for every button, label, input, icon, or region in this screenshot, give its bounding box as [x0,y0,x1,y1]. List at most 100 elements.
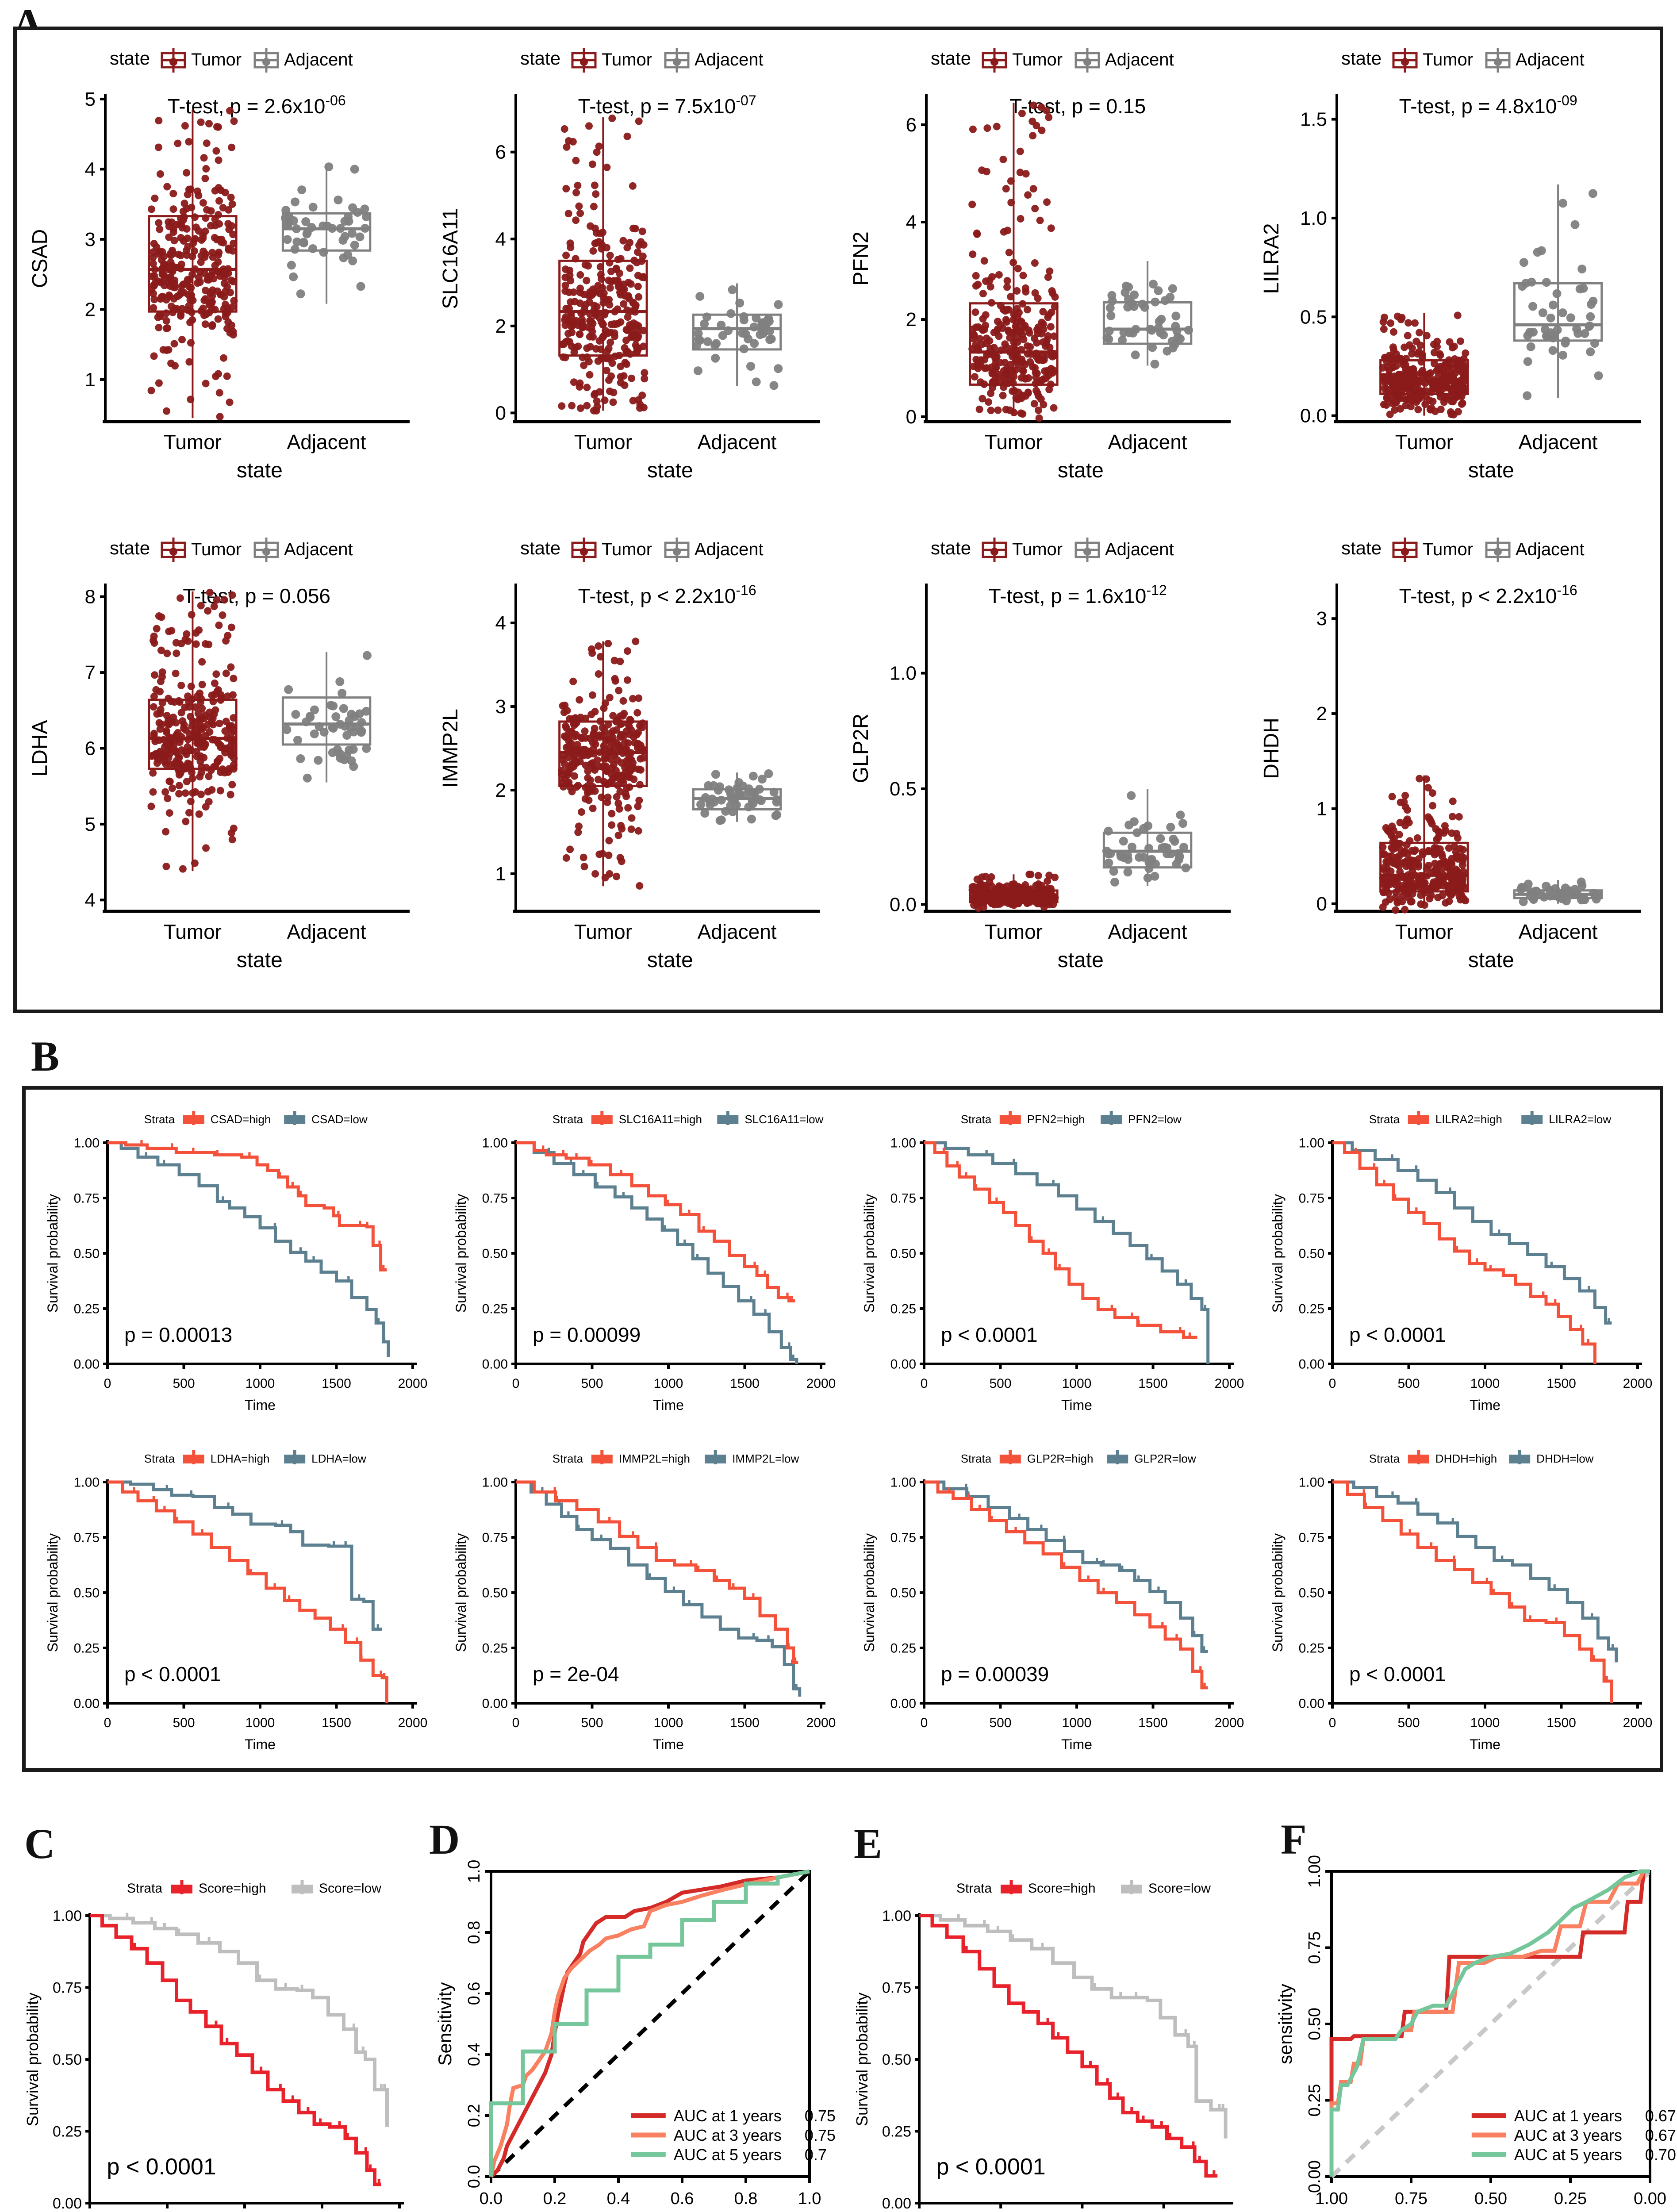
y-axis-label: Survival probability [23,1993,42,2126]
curve-low-censor-marks [965,1483,1205,1653]
x-tick-label: 2000 [398,1376,428,1391]
y-tick-label: 0.25 [890,1641,916,1656]
km-plot-LDHA: Strata LDHA=high LDHA=low 0.00 0.25 0.50 0.75 1… [45,1450,427,1752]
y-tick-label: 2 [495,315,506,337]
roc-curve-y1 [1329,1869,1650,2177]
curve-high [107,1141,387,1271]
y-axis-label: Survival probability [45,1194,61,1313]
y-tick-label: 0.00 [482,1357,508,1372]
x-axis-label: Time [1061,1736,1092,1752]
y-tick-label: 0.5 [1300,306,1327,328]
x-tick-label: Adjacent [1519,430,1598,453]
x-tick-label: 1500 [730,1376,760,1391]
legend-label: CSAD=low [311,1113,368,1126]
x-tick-label: 0 [104,1376,111,1391]
x-tick-label: 500 [173,1376,195,1391]
roc-legend: AUC at 1 years 0.678 AUC at 3 years 0.676 AU… [1471,2107,1677,2164]
legend-label: DHDH=low [1536,1452,1594,1465]
legend-key-tumor: Tumor [1392,538,1473,562]
jitter-points-adjacent [282,651,372,783]
curve-low [107,1480,382,1631]
legend-title: state [1341,538,1382,558]
y-axis-label: PFN2 [849,231,873,286]
legend-title: state [110,538,150,558]
km-plot-score-e: Strata Score=high Score=low 0.00 0.25 0.50 0.7… [853,1880,1233,2212]
y-tick-label: 0.00 [482,1697,508,1711]
curve-high-censor-marks [542,1145,793,1302]
legend-label: CSAD=high [211,1113,271,1126]
x-tick-label: 1500 [322,1376,351,1391]
curve-low [90,1914,389,2127]
box-tumor [1379,313,1469,416]
legend-label: IMMP2L=high [619,1452,690,1465]
legend-key-tumor: Tumor [571,48,652,73]
x-tick-label: 2000 [1215,1716,1244,1730]
y-tick-label: 7 [85,662,96,684]
legend-title: Strata [144,1452,175,1465]
curve-low-censor-marks [547,1148,794,1361]
box-tumor [969,874,1059,905]
legend-value: 0.703 [1645,2146,1677,2164]
x-tick-label: 0 [921,1376,928,1391]
curve-high-censor-marks [948,1487,1206,1689]
legend-label: LDHA=high [211,1452,270,1465]
x-tick-label: 2000 [806,1716,836,1730]
roc-legend: AUC at 1 years 0.75 AUC at 3 years 0.75 AUC … [631,2107,836,2164]
legend-state: state Tumor Adjacent [110,538,353,562]
x-tick-label: 500 [989,1716,1011,1730]
x-axis-label: state [1058,459,1104,482]
y-tick-label: 1.00 [74,1475,100,1490]
x-tick-label: 1000 [654,1716,683,1730]
y-tick-label: 0.75 [74,1191,100,1206]
x-tick-label: 0 [512,1716,520,1730]
legend-value: 0.678 [1645,2107,1677,2125]
y-tick-label: 0.75 [74,1531,100,1545]
x-tick-label: 1.0 [798,2189,821,2208]
box-tumor [558,641,648,887]
x-tick-label: 0 [1329,1376,1336,1391]
legend-key-adjacent: Adjacent [1075,48,1174,73]
x-axis-label: state [237,949,283,972]
curve-low-censor-marks [985,1150,1206,1311]
y-axis-label: CSAD [28,229,52,288]
box-adjacent [1513,184,1603,398]
legend-key-adjacent: Adjacent [1075,538,1174,562]
panel-letter-d: D [429,1816,460,1863]
box-adjacent [692,772,782,822]
legend-state: state Tumor Adjacent [931,538,1174,562]
y-tick-label: 0.25 [482,1302,508,1317]
y-tick-label: 3 [495,696,506,718]
y-tick-label: 5 [85,88,96,110]
x-tick-label: 1500 [1138,1716,1168,1730]
legend-label: Score=low [319,1881,381,1896]
curve-high-censor-marks [140,1140,385,1271]
x-tick-label: 2000 [1623,1376,1653,1391]
legend-title: Strata [127,1881,162,1896]
legend-label: AUC at 3 years [1514,2126,1622,2144]
y-tick-label: 0.50 [890,1247,916,1261]
x-tick-label: 500 [581,1376,603,1391]
curve-high-censor-marks [101,1920,380,2186]
box-adjacent [281,165,372,304]
x-tick-label: 2000 [806,1376,836,1391]
x-tick-label: 0 [104,1716,111,1730]
legend-value: 0.676 [1645,2126,1677,2144]
y-tick-label: 0.75 [890,1531,916,1545]
y-tick-label: 2 [906,309,917,330]
y-tick-label: 1.00 [74,1136,100,1151]
legend-label: Tumor [1423,50,1473,69]
legend-label: Score=high [199,1881,266,1896]
y-tick-label: 0.75 [1305,1932,1324,1964]
y-tick-label: 0 [495,402,506,424]
legend-strata: Strata LILRA2=high LILRA2=low [1369,1111,1611,1126]
box-adjacent [1513,880,1603,904]
legend-label: GLP2R=high [1027,1452,1094,1465]
legend-key-tumor: Tumor [161,48,242,73]
y-tick-label: 0.0 [890,894,917,915]
y-axis-label: Survival probability [45,1533,61,1652]
legend-label: Tumor [602,50,652,69]
x-tick-label: 1000 [1470,1376,1500,1391]
x-axis-label: state [647,949,693,972]
y-tick-label: 0.75 [890,1191,916,1206]
